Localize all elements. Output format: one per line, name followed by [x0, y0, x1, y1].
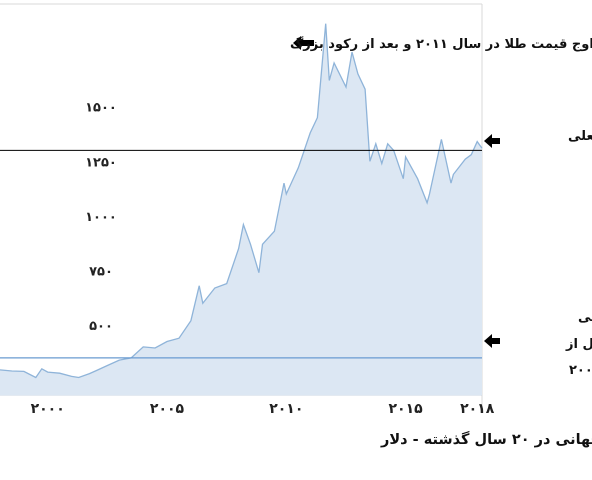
y-tick-label: ۱۰۰۰ [85, 210, 117, 225]
peak-arrow-icon [293, 36, 314, 50]
x-tick-label: ۲۰۱۵ [389, 401, 424, 417]
y-tick-label: ۱۲۵۰ [85, 155, 117, 170]
x-tick-label: ۲۰۰۵ [150, 401, 185, 417]
x-tick-label: ۲۰۱۸ [460, 401, 495, 417]
y-tick-label: ۱۵۰۰ [85, 101, 117, 116]
equilibrium-arrow-icon [484, 334, 500, 348]
series-area [0, 23, 482, 395]
x-tick-label: ۲۰۱۰ [269, 401, 303, 417]
peak-annotation: اوج قیمت طلا در سال ۲۰۱۱ و بعد از رکود ب… [290, 35, 592, 52]
equilibrium-label-line-3: سال ۲۰۰۵ [569, 363, 592, 378]
y-tick-label: ۵۰۰ [89, 319, 113, 334]
y-tick-label: ۷۵۰ [89, 265, 113, 280]
current-arrow-icon [484, 134, 500, 148]
current-price-label: قیمت فعلی [568, 129, 592, 144]
chart-title: تغییرات قیمت اونس جهانی در ۲۰ سال گذشته … [380, 430, 592, 448]
equilibrium-label-line-1: قیمت تعادلی [578, 310, 592, 325]
series-line [0, 23, 483, 379]
x-tick-label: ۲۰۰۰ [31, 401, 65, 417]
equilibrium-label-line-2: طلا قبل از [565, 337, 592, 352]
